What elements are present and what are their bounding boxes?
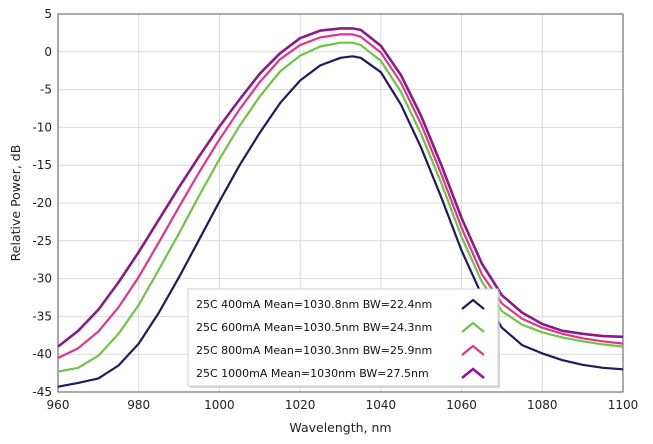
y-tick-label: -45: [32, 385, 52, 399]
y-tick-label: -10: [32, 120, 52, 134]
x-tick-label: 1100: [608, 398, 639, 412]
legend: 25C 400mA Mean=1030.8nm BW=22.4nm 25C 600…: [187, 288, 500, 388]
y-tick-label: 5: [44, 7, 52, 21]
legend-entry-label: 25C 600mA Mean=1030.5nm BW=24.3nm: [196, 321, 432, 334]
x-tick-label: 1020: [285, 398, 316, 412]
y-tick-label: -15: [32, 158, 52, 172]
y-tick-label: -30: [32, 272, 52, 286]
legend-swatch: [461, 298, 485, 310]
legend-swatch: [461, 321, 485, 333]
y-tick-labels: 5 0 -5 -10 -15 -20 -25 -30 -35 -40 -45: [32, 7, 52, 399]
legend-entry-label: 25C 1000mA Mean=1030nm BW=27.5nm: [196, 367, 429, 380]
legend-swatch: [461, 344, 485, 356]
legend-swatch: [461, 367, 485, 380]
y-axis-label: Relative Power, dB: [8, 145, 23, 262]
x-tick-label: 960: [47, 398, 70, 412]
y-tick-label: -20: [32, 196, 52, 210]
legend-entry-label: 25C 400mA Mean=1030.8nm BW=22.4nm: [196, 298, 432, 311]
y-tick-label: -40: [32, 347, 52, 361]
x-tick-label: 1060: [446, 398, 477, 412]
series-line-1: [57, 55, 624, 388]
y-tick-label: -5: [40, 83, 52, 97]
x-tick-label: 980: [127, 398, 150, 412]
legend-box: [187, 288, 499, 387]
x-tick-labels: 960 980 1000 1020 1040 1060 1080 1100: [47, 398, 639, 412]
series-line-2: [57, 41, 624, 373]
plot-frame: [57, 13, 624, 393]
x-axis-label: Wavelength, nm: [289, 420, 391, 435]
y-tick-label: 0: [44, 45, 52, 59]
x-tick-label: 1040: [366, 398, 397, 412]
series-line-4: [57, 27, 624, 348]
series-group: [57, 27, 624, 388]
x-tick-label: 1000: [204, 398, 235, 412]
x-tick-label: 1080: [527, 398, 558, 412]
series-line-3: [57, 33, 624, 359]
y-tick-label: -35: [32, 309, 52, 323]
y-tick-label: -25: [32, 234, 52, 248]
legend-entry-label: 25C 800mA Mean=1030.3nm BW=25.9nm: [196, 344, 432, 357]
